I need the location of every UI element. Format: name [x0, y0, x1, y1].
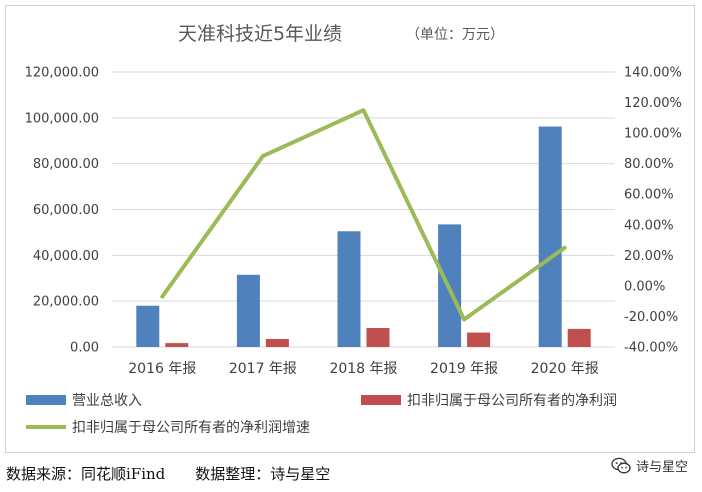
right-tick-label: 40.00% [624, 218, 674, 233]
left-tick-label: 120,000.00 [25, 66, 99, 81]
right-tick-label: 80.00% [624, 157, 674, 172]
category-label: 2020 年报 [531, 361, 599, 377]
wechat-icon [611, 457, 631, 473]
bar-profit [567, 328, 591, 347]
right-tick-label: 60.00% [624, 188, 674, 203]
chart-frame: 天准科技近5年业绩 （单位：万元） 0.00 20,000.00 40,000.00… [5, 5, 695, 453]
compiler-text: 数据整理：诗与星空 [195, 465, 331, 483]
left-tick-label: 0.00 [70, 341, 99, 356]
chart-subtitle: （单位：万元） [406, 27, 504, 43]
legend-swatch-bar [361, 395, 401, 405]
growth-line [160, 108, 567, 322]
bar-revenue [236, 274, 260, 347]
chart-title-group: 天准科技近5年业绩 （单位：万元） [178, 23, 504, 45]
left-axis-ticks: 0.00 20,000.00 40,000.00 60,000.00 80,000.00… [25, 66, 99, 356]
source-text: 数据来源：同花顺iFind [6, 465, 166, 483]
source-line: 数据来源：同花顺iFind 数据整理：诗与星空 [6, 463, 330, 484]
bar-profit [366, 327, 390, 347]
chart-title: 天准科技近5年业绩 [178, 23, 342, 45]
bar-revenue [136, 305, 160, 347]
category-label: 2018 年报 [329, 361, 397, 377]
grid-lines [112, 71, 615, 348]
bar-profit [165, 343, 189, 347]
left-tick-label: 60,000.00 [33, 203, 99, 218]
left-tick-label: 40,000.00 [33, 249, 99, 264]
right-tick-label: 20.00% [624, 249, 674, 264]
bar-profit [265, 338, 289, 347]
category-label: 2019 年报 [430, 361, 498, 377]
left-tick-label: 100,000.00 [25, 111, 99, 126]
category-label: 2017 年报 [229, 361, 297, 377]
left-tick-label: 20,000.00 [33, 295, 99, 310]
left-tick-label: 80,000.00 [33, 157, 99, 172]
watermark-label: 诗与星空 [635, 460, 688, 475]
category-labels: 2016 年报 2017 年报 2018 年报 2019 年报 2020 年报 [128, 361, 598, 377]
chart-svg: 天准科技近5年业绩 （单位：万元） 0.00 20,000.00 40,000.00… [25, 23, 682, 436]
right-tick-label: 120.00% [624, 96, 682, 111]
legend-label: 扣非归属于母公司所有者的净利润 [407, 392, 617, 409]
bar-series [136, 126, 591, 348]
watermark: 诗与星空 [611, 456, 688, 475]
bar-revenue [538, 126, 562, 348]
legend-label: 扣非归属于母公司所有者的净利润增速 [72, 419, 310, 436]
right-tick-label: 100.00% [624, 127, 682, 142]
bar-revenue [337, 231, 361, 347]
category-label: 2016 年报 [128, 361, 196, 377]
right-tick-label: 140.00% [624, 66, 682, 81]
legend-swatch-bar [26, 395, 66, 405]
right-tick-label: 0.00% [624, 279, 665, 294]
right-tick-label: -20.00% [624, 310, 678, 325]
legend-label: 营业总收入 [72, 393, 142, 409]
right-tick-label: -40.00% [624, 341, 678, 356]
line-series [160, 108, 567, 322]
bar-profit [467, 332, 491, 347]
right-axis-ticks: -40.00% -20.00% 0.00% 20.00% 40.00% 60.00% 80.… [624, 66, 682, 356]
